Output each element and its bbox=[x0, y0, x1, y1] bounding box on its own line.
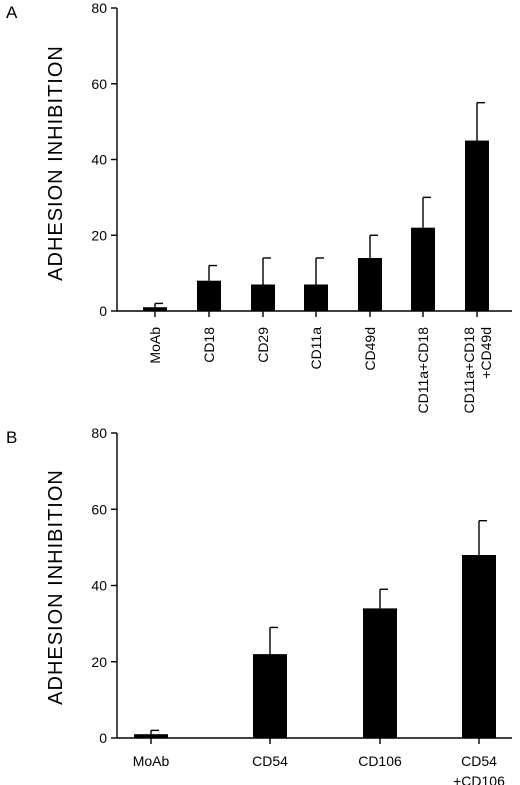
panel-a-bar bbox=[197, 280, 221, 311]
panel-a-y-tick-label: 60 bbox=[91, 76, 107, 92]
panel-a-y-tick-label: 20 bbox=[91, 227, 107, 243]
panel-b-bar bbox=[462, 555, 496, 738]
panel-b-bar bbox=[253, 654, 287, 738]
panel-a-category-label: CD18 bbox=[201, 327, 217, 363]
panel-a-bar bbox=[304, 284, 328, 311]
panel-a-y-axis-label: ADHESION INHIBITION bbox=[45, 45, 67, 281]
panel-b-bar bbox=[134, 734, 168, 738]
panel-b-y-axis-label: ADHESION INHIBITION bbox=[45, 469, 67, 705]
panel-a-bar bbox=[358, 257, 382, 311]
panel-a-bar bbox=[465, 140, 489, 311]
panel-a-category-label-line: CD29 bbox=[255, 327, 271, 363]
panel-b-category-label-line: +CD106 bbox=[453, 773, 505, 785]
panel-a-y-tick-label: 0 bbox=[99, 303, 107, 319]
panel-b-bar bbox=[363, 608, 397, 738]
panel-a-category-label-line: MoAb bbox=[147, 327, 163, 364]
panel-a-category-label: CD11a bbox=[308, 327, 324, 370]
panel-a-category-label: CD11a+CD18+CD49d bbox=[461, 327, 494, 414]
panel-b-y-tick-label: 60 bbox=[91, 501, 107, 517]
panel-b-y-tick-label: 0 bbox=[99, 730, 107, 746]
panel-b-y-tick-label: 40 bbox=[91, 578, 107, 594]
panel-a-category-label-line: CD11a+CD18 bbox=[415, 327, 431, 414]
panel-a-category-label: CD29 bbox=[255, 327, 271, 363]
panel-b-category-label-line: CD106 bbox=[358, 753, 402, 769]
panel-b-y-tick-label: 20 bbox=[91, 654, 107, 670]
panel-b-category-label-line: CD54 bbox=[252, 753, 288, 769]
panel-a-chart: A ADHESION INHIBITION 0 20 40 60 80 MoAb CD18 C… bbox=[6, 0, 512, 414]
panel-b-category-label-line: MoAb bbox=[133, 753, 170, 769]
panel-a-category-label: CD11a+CD18 bbox=[415, 327, 431, 414]
panel-b-label: B bbox=[6, 428, 17, 447]
panel-b-category-label: CD54 bbox=[252, 753, 288, 769]
panel-a-category-label: MoAb bbox=[147, 327, 163, 364]
panel-b-y-tick-label: 80 bbox=[91, 425, 107, 441]
panel-a-category-label-line: CD11a+CD18 bbox=[461, 327, 477, 414]
panel-a-y-tick-label: 80 bbox=[91, 0, 107, 16]
panel-b-category-label: MoAb bbox=[133, 753, 170, 769]
panel-a-category-label: CD49d bbox=[362, 327, 378, 371]
panel-a-bar bbox=[251, 284, 275, 311]
panel-a-category-label-line: +CD49d bbox=[478, 327, 494, 379]
panel-a-bar bbox=[143, 307, 167, 311]
panel-a-category-label-line: CD11a bbox=[308, 327, 324, 370]
panel-b-category-label-line: CD54 bbox=[461, 753, 497, 769]
panel-a-category-label-line: CD49d bbox=[362, 327, 378, 371]
panel-b-category-label: CD106 bbox=[358, 753, 402, 769]
panel-a-bar bbox=[411, 227, 435, 311]
panel-a-category-label-line: CD18 bbox=[201, 327, 217, 363]
panel-a-y-tick-label: 40 bbox=[91, 152, 107, 168]
panel-a-label: A bbox=[6, 3, 18, 22]
panel-b-category-label: CD54 +CD106 bbox=[453, 753, 505, 785]
